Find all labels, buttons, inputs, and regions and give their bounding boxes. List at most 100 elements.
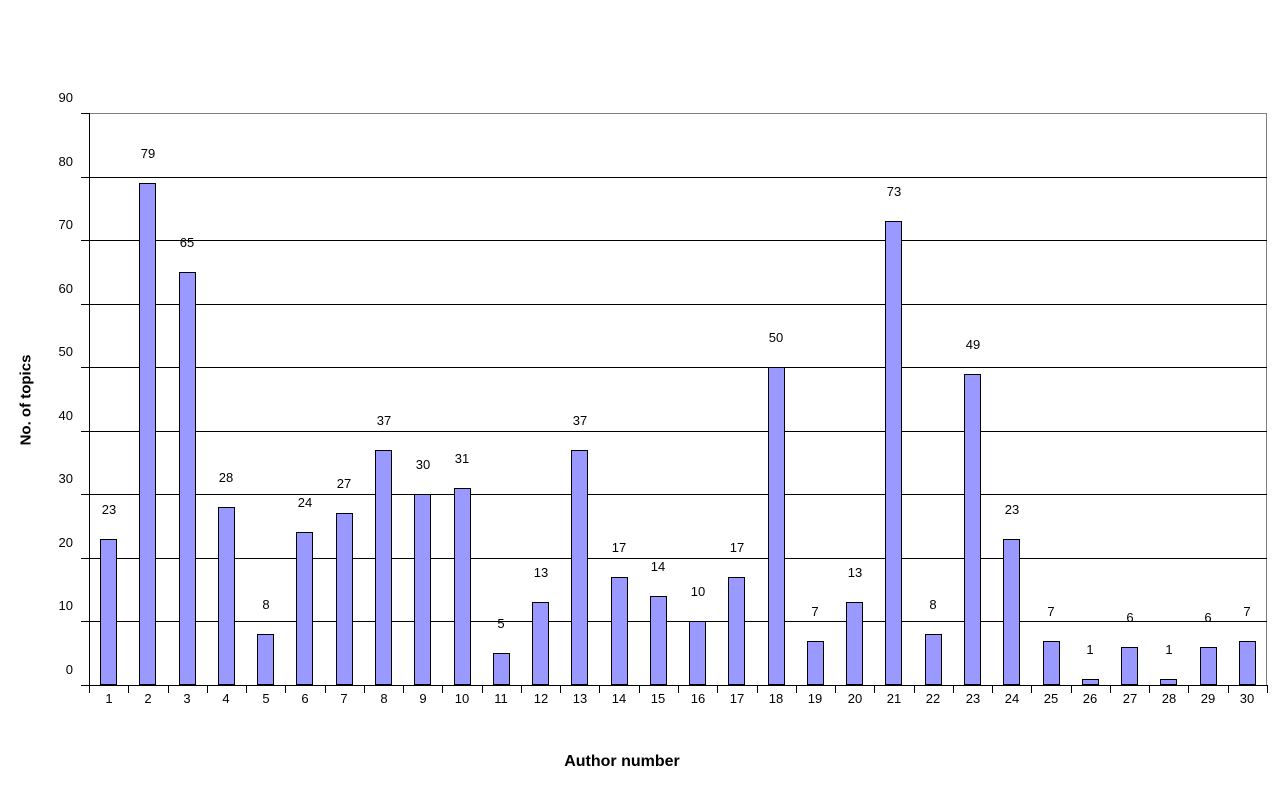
y-tick-label: 0: [65, 662, 73, 677]
bar-value-label: 1: [1165, 642, 1173, 657]
bar-value-label: 13: [847, 565, 863, 580]
bar: [571, 450, 588, 685]
x-axis-tick: [207, 686, 208, 693]
x-axis-tick: [482, 686, 483, 693]
x-tick-label: 6: [301, 691, 309, 706]
x-tick-label: 12: [533, 691, 549, 706]
x-tick-label: 28: [1161, 691, 1177, 706]
bar-value-label: 5: [497, 616, 505, 631]
x-tick-label: 9: [419, 691, 427, 706]
bar-value-label: 6: [1126, 610, 1134, 625]
x-axis-tick: [1149, 686, 1150, 693]
bar: [139, 183, 156, 685]
bar-value-label: 17: [729, 540, 745, 555]
bar-value-label: 28: [218, 470, 234, 485]
bar: [807, 641, 824, 685]
bar-value-label: 10: [690, 584, 706, 599]
bar: [1082, 679, 1099, 685]
x-tick-label: 26: [1082, 691, 1098, 706]
x-axis-tick: [1110, 686, 1111, 693]
x-tick-label: 2: [144, 691, 152, 706]
x-tick-label: 18: [768, 691, 784, 706]
bar: [296, 532, 313, 685]
bar-value-label: 14: [650, 559, 666, 574]
x-axis-tick: [325, 686, 326, 693]
x-axis-tick: [285, 686, 286, 693]
x-tick-label: 13: [572, 691, 588, 706]
x-axis-tick: [246, 686, 247, 693]
x-axis-tick: [168, 686, 169, 693]
x-axis-tick: [796, 686, 797, 693]
bar: [1003, 539, 1020, 685]
x-tick-label: 20: [847, 691, 863, 706]
x-axis-title: Author number: [564, 753, 680, 770]
bar-value-label: 65: [179, 235, 195, 250]
gridline: [90, 494, 1267, 495]
x-axis-tick: [560, 686, 561, 693]
plot-area-border: [90, 113, 1267, 686]
bar-value-label: 50: [768, 330, 784, 345]
bar: [964, 374, 981, 685]
x-tick-label: 17: [729, 691, 745, 706]
y-axis-tick: [81, 240, 89, 241]
bar: [1239, 641, 1256, 685]
bar-value-label: 30: [415, 457, 431, 472]
bar: [846, 602, 863, 685]
bar: [689, 621, 706, 685]
x-axis-line: [89, 685, 1268, 686]
x-tick-label: 14: [611, 691, 627, 706]
x-tick-label: 19: [807, 691, 823, 706]
x-axis-tick: [1188, 686, 1189, 693]
bar: [650, 596, 667, 685]
bar-value-label: 1: [1086, 642, 1094, 657]
gridline: [90, 304, 1267, 305]
y-axis-tick: [81, 621, 89, 622]
x-axis-tick: [442, 686, 443, 693]
y-axis-tick: [81, 431, 89, 432]
bar-value-label: 7: [1047, 604, 1055, 619]
bar: [218, 507, 235, 685]
bar-value-label: 8: [929, 597, 937, 612]
x-tick-label: 11: [494, 691, 508, 706]
x-tick-label: 29: [1200, 691, 1216, 706]
bar-value-label: 8: [262, 597, 270, 612]
bar-value-label: 13: [533, 565, 549, 580]
x-axis-tick: [914, 686, 915, 693]
x-tick-label: 3: [183, 691, 191, 706]
x-tick-label: 22: [925, 691, 941, 706]
y-axis-tick: [81, 113, 89, 114]
y-tick-label: 90: [58, 90, 73, 105]
bar-value-label: 23: [1004, 502, 1020, 517]
x-axis-tick: [599, 686, 600, 693]
x-axis-tick: [874, 686, 875, 693]
gridline: [90, 177, 1267, 178]
bar: [179, 272, 196, 685]
y-tick-label: 40: [58, 408, 73, 423]
x-tick-label: 8: [380, 691, 388, 706]
bar-value-label: 73: [886, 184, 902, 199]
bar: [493, 653, 510, 685]
x-tick-label: 25: [1043, 691, 1059, 706]
bar: [100, 539, 117, 685]
gridline: [90, 431, 1267, 432]
x-tick-label: 1: [105, 691, 113, 706]
bar: [728, 577, 745, 685]
y-axis-tick: [81, 558, 89, 559]
x-axis-tick: [953, 686, 954, 693]
gridline: [90, 240, 1267, 241]
x-axis-tick: [639, 686, 640, 693]
bar: [1160, 679, 1177, 685]
x-axis-tick: [521, 686, 522, 693]
x-axis-tick: [403, 686, 404, 693]
x-axis-tick: [1228, 686, 1229, 693]
bar-value-label: 24: [297, 495, 313, 510]
bar: [336, 513, 353, 685]
bar: [768, 367, 785, 685]
bar: [532, 602, 549, 685]
x-tick-label: 23: [965, 691, 981, 706]
x-tick-label: 10: [454, 691, 470, 706]
y-axis-title: No. of topics: [17, 354, 35, 446]
x-axis-tick: [1031, 686, 1032, 693]
bar-value-label: 6: [1204, 610, 1212, 625]
